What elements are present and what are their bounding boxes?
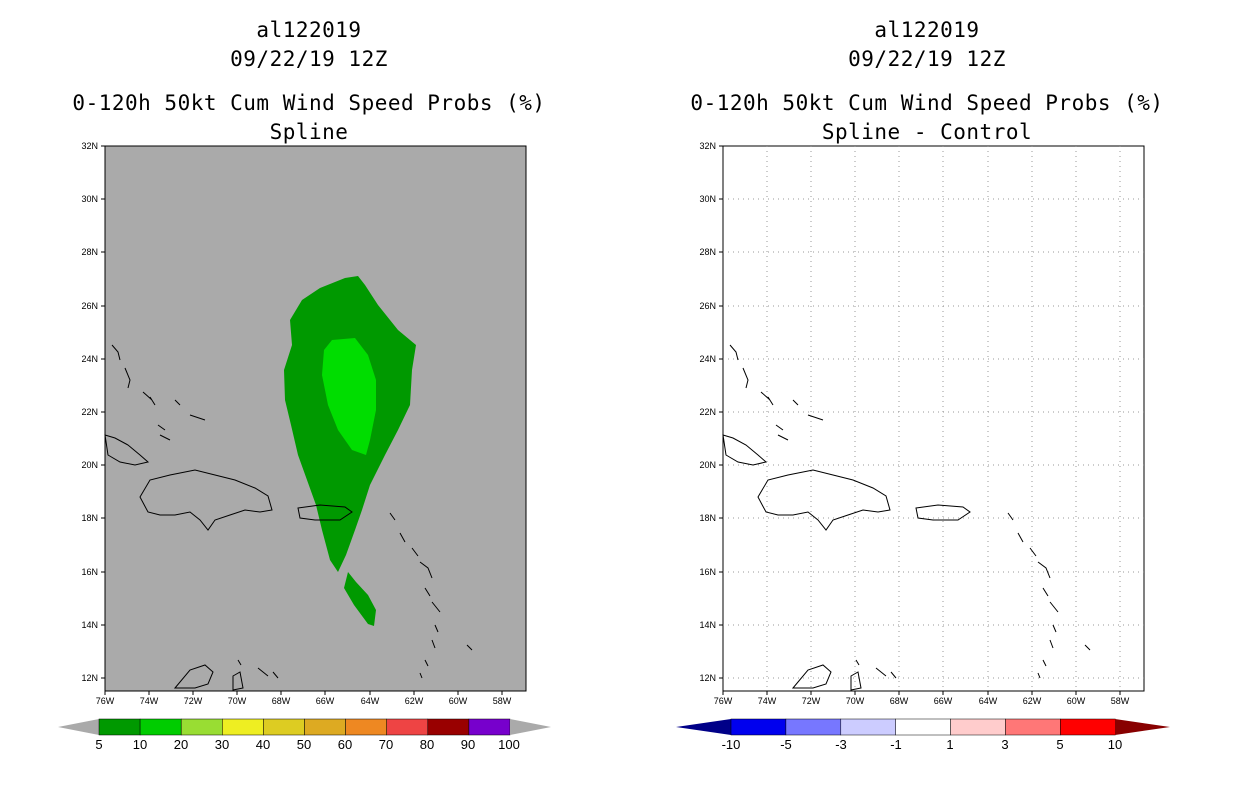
left-colorbar-high-arrow — [510, 719, 551, 735]
left-product-title: 0-120h 50kt Cum Wind Speed Probs (%) — [72, 91, 546, 115]
right-lon-label: 74W — [757, 696, 777, 706]
right-lat-label: 30N — [699, 194, 716, 204]
left-lon-label: 72W — [183, 696, 203, 706]
left-lon-label: 66W — [315, 696, 335, 706]
left-lat-label: 28N — [81, 247, 98, 257]
left-colorbar-label: 20 — [173, 737, 189, 752]
left-lat-label: 22N — [81, 407, 98, 417]
left-lat-label: 20N — [81, 460, 98, 470]
left-lat-label: 32N — [81, 141, 98, 151]
right-lat-label: 24N — [699, 354, 716, 364]
right-colorbar-low-arrow — [676, 719, 731, 735]
right-gridlines — [723, 146, 1144, 691]
right-colorbar-label: 5 — [1056, 737, 1064, 752]
left-colorbar-label: 60 — [337, 737, 353, 752]
left-colorbar-label: 40 — [255, 737, 271, 752]
right-colorbar-label: -5 — [780, 737, 792, 752]
right-colorbar-swatch — [1005, 718, 1061, 736]
right-colorbar-swatch — [840, 718, 896, 736]
left-lon-label: 68W — [271, 696, 291, 706]
left-lon-label: 70W — [227, 696, 247, 706]
right-datetime: 09/22/19 12Z — [848, 47, 1006, 71]
right-lat-label: 16N — [699, 567, 716, 577]
right-lat-label: 26N — [699, 301, 716, 311]
left-lon-label: 58W — [492, 696, 512, 706]
left-lat-label: 16N — [81, 567, 98, 577]
right-colorbar-swatch — [730, 718, 787, 736]
right-lon-label: 72W — [801, 696, 821, 706]
right-lat-label: 20N — [699, 460, 716, 470]
right-lat-label: 22N — [699, 407, 716, 417]
right-lat-label: 28N — [699, 247, 716, 257]
left-lat-label: 18N — [81, 513, 98, 523]
left-lon-label: 76W — [95, 696, 115, 706]
right-lon-label: 76W — [713, 696, 733, 706]
right-lat-label: 32N — [699, 141, 716, 151]
right-colorbar-label: 3 — [1001, 737, 1009, 752]
right-lat-label: 18N — [699, 513, 716, 523]
right-lon-label: 60W — [1066, 696, 1086, 706]
left-subtitle: Spline — [269, 120, 349, 144]
left-colorbar-label: 70 — [378, 737, 394, 752]
left-lat-label: 24N — [81, 354, 98, 364]
right-lon-label: 62W — [1022, 696, 1042, 706]
left-lat-label: 12N — [81, 673, 98, 683]
left-lon-label: 74W — [139, 696, 159, 706]
right-colorbar-swatch — [785, 718, 842, 736]
left-lat-label: 26N — [81, 301, 98, 311]
right-subtitle: Spline - Control — [821, 120, 1033, 144]
right-coastlines — [722, 344, 1091, 691]
right-lon-label: 64W — [978, 696, 998, 706]
right-colorbar-label: 10 — [1107, 737, 1123, 752]
left-coastlines — [104, 344, 473, 691]
right-colorbar-swatch — [950, 718, 1006, 736]
left-ticks — [101, 145, 503, 695]
left-colorbar-label: 80 — [419, 737, 435, 752]
right-colorbar-label: 1 — [946, 737, 954, 752]
left-lon-label: 62W — [404, 696, 424, 706]
right-lon-label: 66W — [933, 696, 953, 706]
left-colorbar-label: 50 — [296, 737, 312, 752]
left-lon-label: 64W — [360, 696, 380, 706]
right-storm-id: al122019 — [874, 18, 980, 42]
right-lat-label: 12N — [699, 673, 716, 683]
right-map-background — [722, 145, 1145, 692]
left-datetime: 09/22/19 12Z — [230, 47, 388, 71]
right-lon-label: 70W — [845, 696, 865, 706]
right-lon-label: 68W — [889, 696, 909, 706]
left-lat-label: 14N — [81, 620, 98, 630]
right-colorbar-high-arrow — [1115, 719, 1170, 735]
right-colorbar-label: -10 — [721, 737, 741, 752]
left-lon-label: 60W — [448, 696, 468, 706]
right-lon-label: 58W — [1110, 696, 1130, 706]
left-storm-id: al122019 — [256, 18, 362, 42]
left-colorbar-label: 100 — [498, 737, 520, 752]
right-colorbar-label: -3 — [835, 737, 847, 752]
right-product-title: 0-120h 50kt Cum Wind Speed Probs (%) — [690, 91, 1164, 115]
left-lat-label: 30N — [81, 194, 98, 204]
left-colorbar-label: 10 — [132, 737, 148, 752]
right-colorbar-swatch — [895, 718, 951, 736]
left-inner-prob-area — [322, 338, 376, 455]
right-colorbar-swatch — [1060, 718, 1116, 736]
left-colorbar-low-arrow — [58, 719, 99, 735]
left-outer-prob-area-south — [344, 572, 376, 626]
right-lat-label: 14N — [699, 620, 716, 630]
left-colorbar-label: 5 — [95, 737, 103, 752]
left-colorbar-label: 90 — [460, 737, 476, 752]
right-colorbar-label: -1 — [890, 737, 902, 752]
left-colorbar-label: 30 — [214, 737, 230, 752]
right-ticks — [719, 145, 1121, 695]
